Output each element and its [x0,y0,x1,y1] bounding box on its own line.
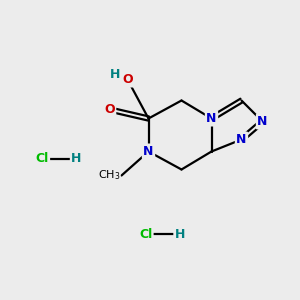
Text: CH$_3$: CH$_3$ [98,169,120,182]
Text: H: H [175,227,185,241]
Text: H: H [71,152,82,166]
Text: Cl: Cl [35,152,49,166]
Text: N: N [257,115,268,128]
Text: O: O [122,73,133,86]
Text: N: N [143,145,154,158]
Text: H: H [110,68,120,81]
Text: N: N [206,112,217,125]
Text: N: N [236,133,247,146]
Text: O: O [104,103,115,116]
Text: Cl: Cl [139,227,152,241]
